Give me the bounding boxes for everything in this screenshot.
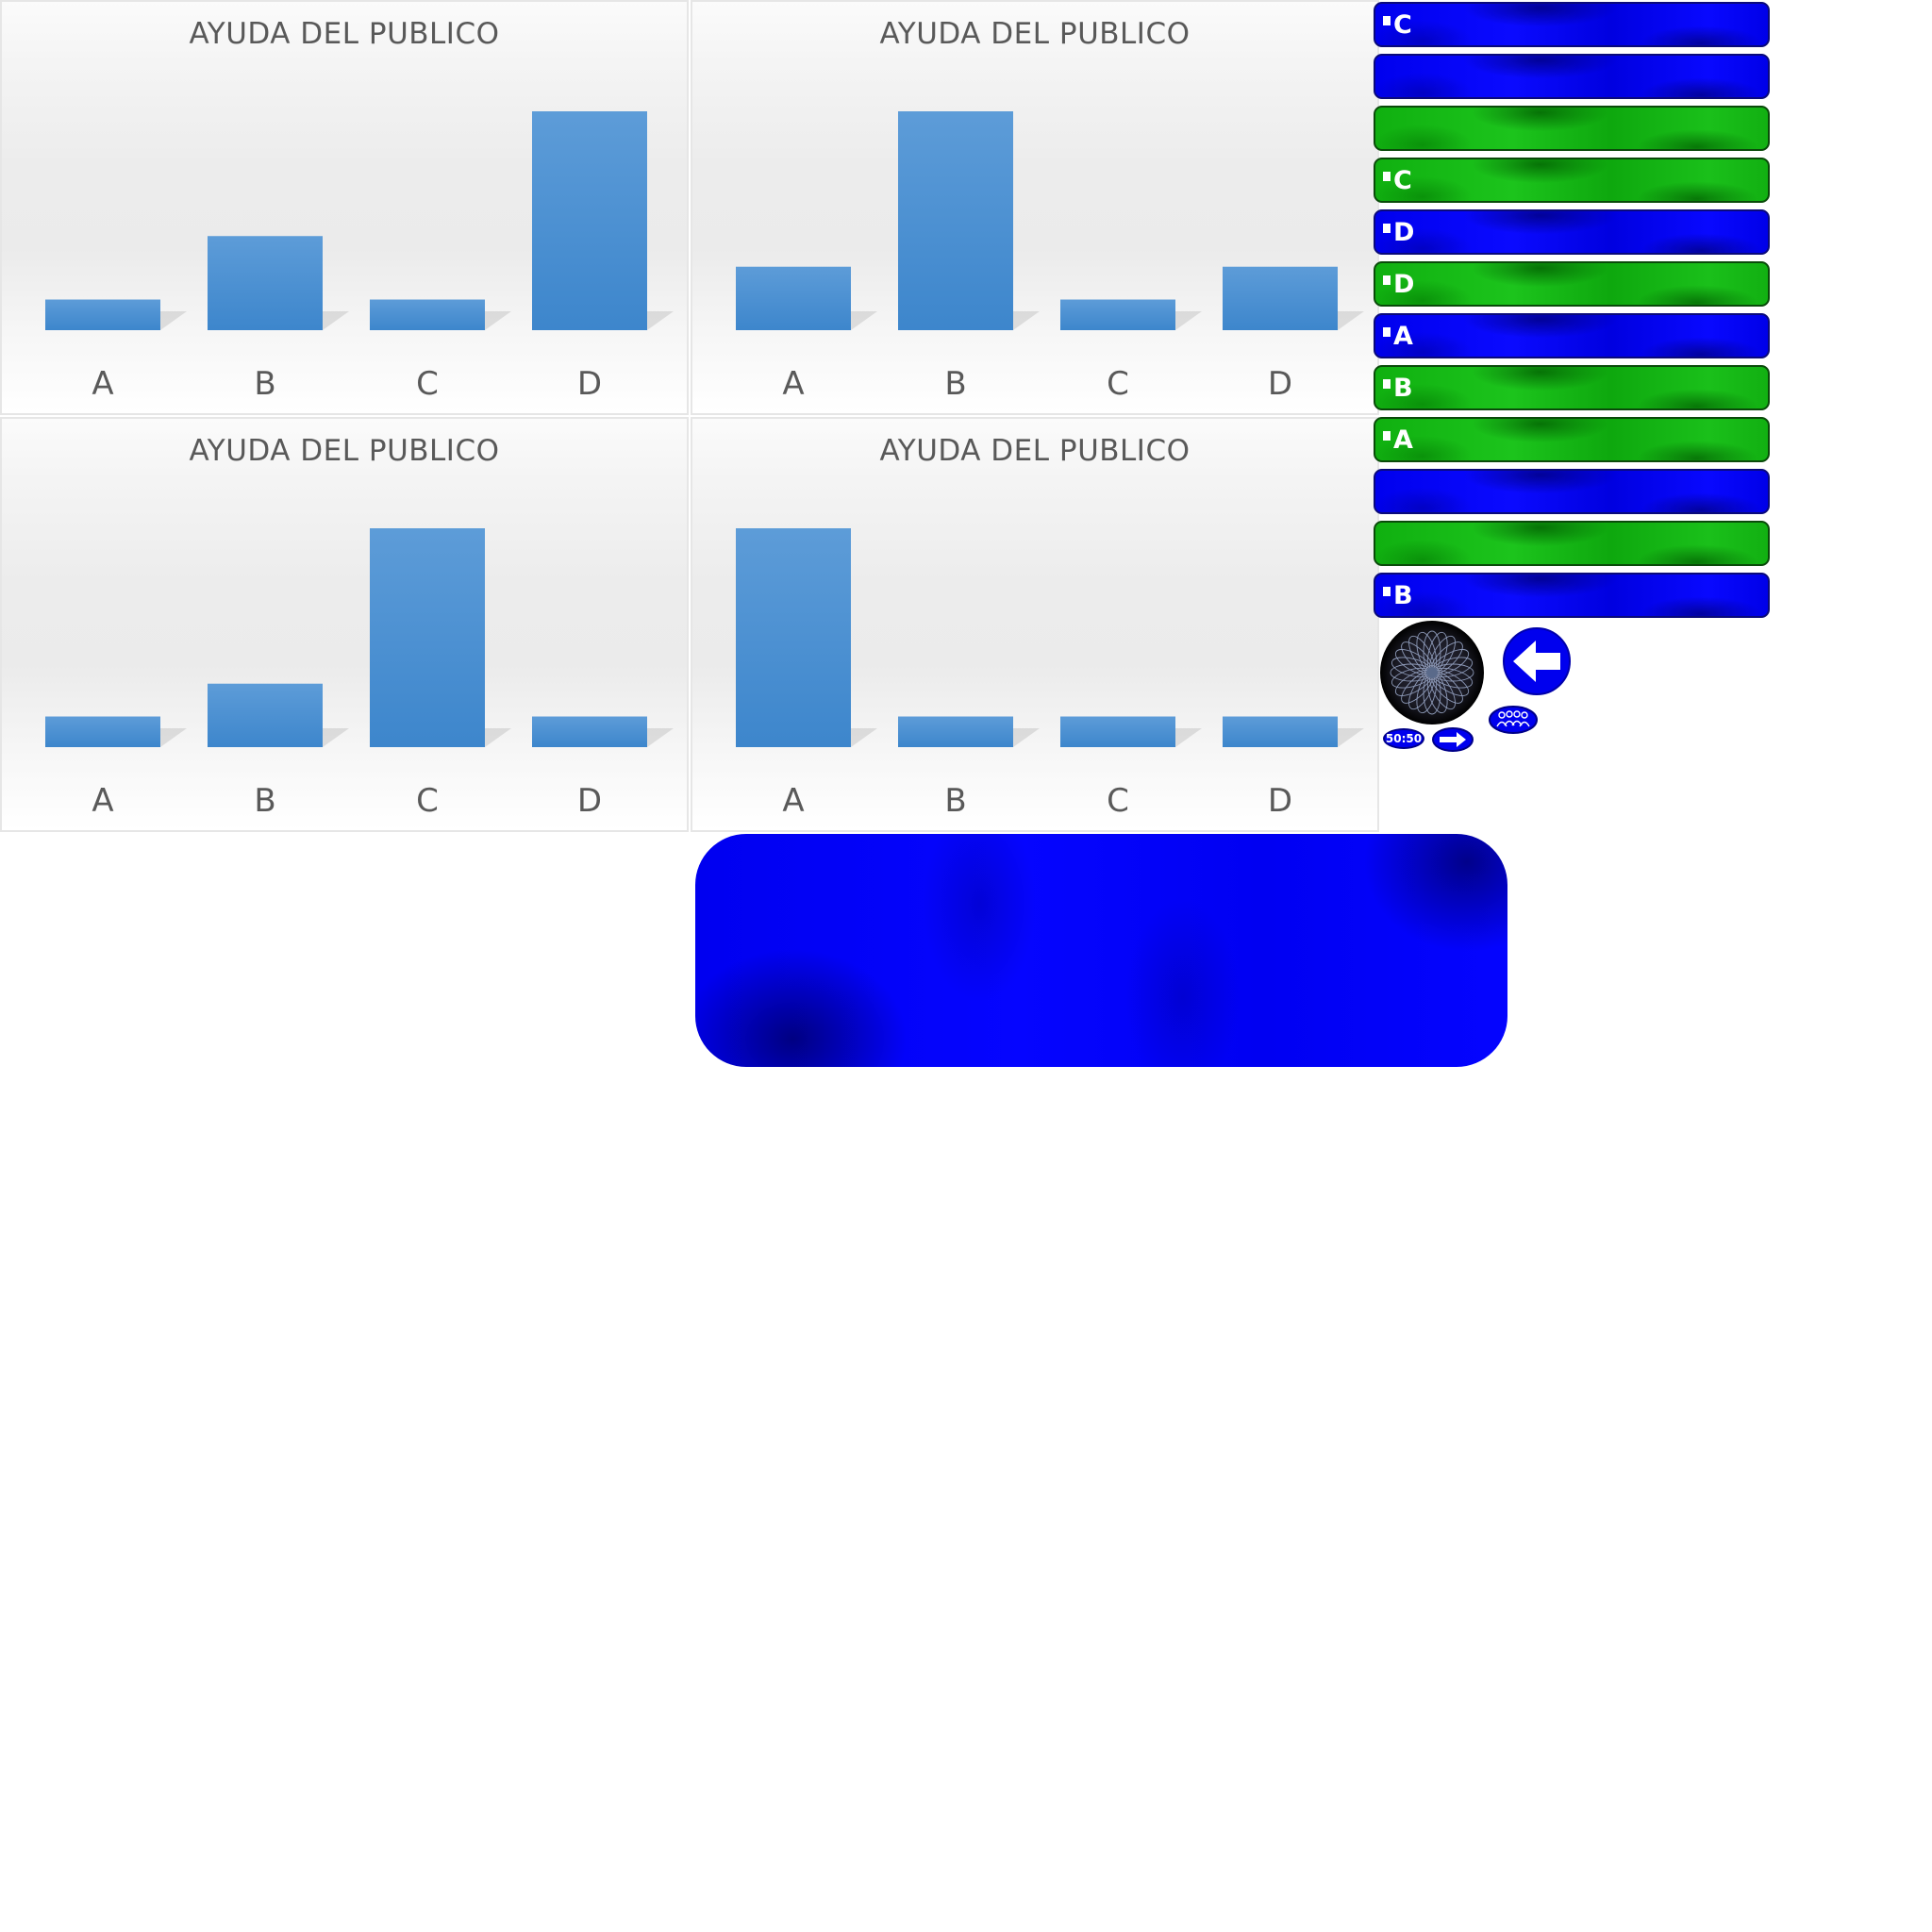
bar-shadow [323,311,349,330]
answer-bar-green[interactable]: A [1374,417,1770,462]
tick-label-b: B [944,782,966,820]
bar-c [370,528,485,747]
answer-bar-blue[interactable] [1374,54,1770,99]
chart-title: AYUDA DEL PUBLICO [189,17,500,51]
bullet-icon [1383,327,1391,337]
tick-label-d: D [577,365,602,403]
bar-b [208,683,323,747]
tick-label-b: B [254,782,275,820]
tick-label-d: D [577,782,602,820]
bar-shadow [323,728,349,747]
bar-d [1223,266,1338,330]
answer-letter: A [1393,425,1413,455]
answer-bar-green[interactable]: D [1374,261,1770,307]
tick-label-d: D [1268,365,1292,403]
bullet-icon [1383,224,1391,233]
bar-shadow [485,311,511,330]
bar-c [1060,716,1175,747]
bar-b [208,236,323,330]
audience-chart-1: AYUDA DEL PUBLICO A B C D [0,0,689,415]
bar-shadow [1175,728,1202,747]
audience-chart-4: AYUDA DEL PUBLICO A B C D [691,417,1379,832]
tick-label-a: A [92,782,113,820]
answer-letter: C [1393,165,1412,195]
bullet-icon [1383,275,1391,285]
bar-b [898,111,1013,330]
back-arrow-icon[interactable] [1502,626,1572,696]
bar-shadow [160,311,187,330]
bar-shadow [1338,311,1364,330]
bar-shadow [1013,728,1040,747]
chart-plot: A B C D [45,528,674,820]
bar-a [45,716,160,747]
tick-label-a: A [782,365,804,403]
answer-bar-green[interactable]: B [1374,365,1770,410]
bar-c [370,299,485,330]
bar-d [1223,716,1338,747]
audience-chart-3: AYUDA DEL PUBLICO A B C D [0,417,689,832]
fifty-fifty-icon[interactable]: 50:50 [1383,728,1424,749]
bullet-icon [1383,379,1391,389]
audience-icon[interactable] [1489,706,1538,734]
tick-label-c: C [1107,782,1129,820]
bar-shadow [647,311,674,330]
tick-label-c: C [1107,365,1129,403]
tick-label-b: B [254,365,275,403]
bar-shadow [160,728,187,747]
answer-letter: B [1393,373,1413,403]
bar-a [45,299,160,330]
bar-shadow [851,728,877,747]
answer-bar-blue[interactable]: A [1374,313,1770,358]
tick-label-a: A [92,365,113,403]
bar-shadow [1175,311,1202,330]
answer-letter: D [1393,269,1415,299]
bar-b [898,716,1013,747]
chart-plot: A B C D [736,528,1364,820]
answer-bar-green[interactable] [1374,521,1770,566]
bar-shadow [851,311,877,330]
question-box [695,834,1507,1067]
bar-c [1060,299,1175,330]
answer-bar-blue[interactable]: C [1374,2,1770,47]
chart-title: AYUDA DEL PUBLICO [189,434,500,468]
answer-letter: D [1393,217,1415,247]
bar-d [532,111,647,330]
chart-plot: A B C D [736,111,1364,403]
bar-shadow [485,728,511,747]
spiral-disc-icon[interactable] [1379,620,1485,725]
bar-a [736,528,851,747]
audience-chart-2: AYUDA DEL PUBLICO A B C D [691,0,1379,415]
answer-bar-green[interactable] [1374,106,1770,151]
answer-bar-green[interactable]: C [1374,158,1770,203]
bullet-icon [1383,587,1391,596]
chart-title: AYUDA DEL PUBLICO [879,17,1191,51]
bullet-icon [1383,431,1391,441]
answer-letter: C [1393,9,1412,40]
answer-bar-blue[interactable]: D [1374,209,1770,255]
tick-label-c: C [416,365,439,403]
tick-label-b: B [944,365,966,403]
answer-bar-blue[interactable]: B [1374,573,1770,618]
answer-bar-blue[interactable] [1374,469,1770,514]
bar-shadow [1338,728,1364,747]
bar-a [736,266,851,330]
bullet-icon [1383,16,1391,25]
bar-d [532,716,647,747]
bullet-icon [1383,172,1391,181]
chart-title: AYUDA DEL PUBLICO [879,434,1191,468]
tick-label-a: A [782,782,804,820]
answer-letter: A [1393,321,1413,351]
tick-label-c: C [416,782,439,820]
chart-plot: A B C D [45,111,674,403]
next-arrow-icon[interactable] [1432,727,1474,752]
fifty-fifty-label: 50:50 [1385,732,1423,745]
answer-letter: B [1393,580,1413,610]
bar-shadow [1013,311,1040,330]
tick-label-d: D [1268,782,1292,820]
bar-shadow [647,728,674,747]
